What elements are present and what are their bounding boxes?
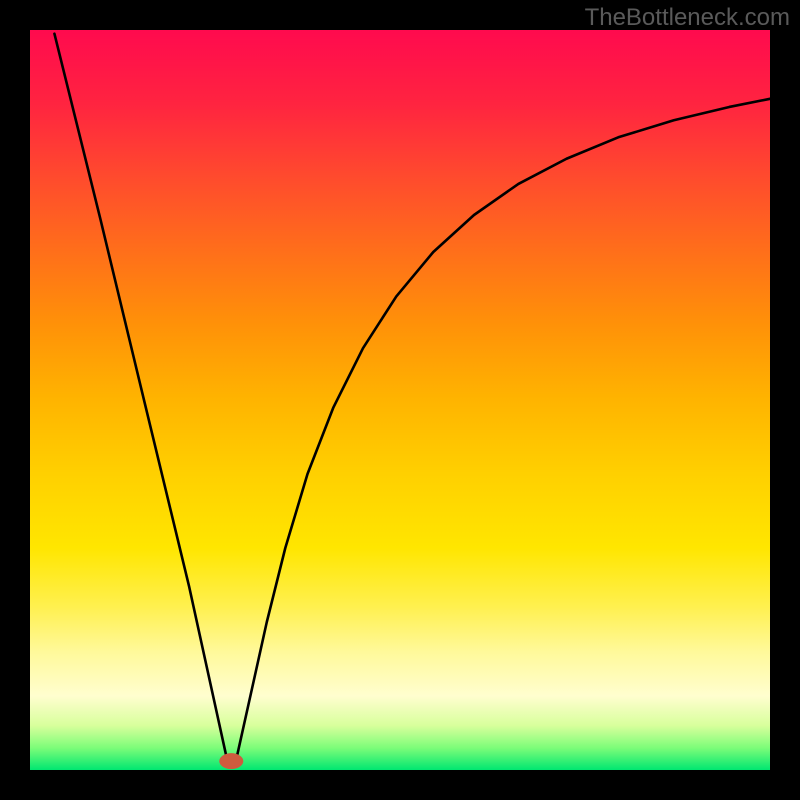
trough-marker [219,753,243,769]
bottleneck-chart [0,0,800,800]
watermark-text: TheBottleneck.com [585,4,790,32]
plot-background [30,30,770,770]
chart-stage: TheBottleneck.com [0,0,800,800]
